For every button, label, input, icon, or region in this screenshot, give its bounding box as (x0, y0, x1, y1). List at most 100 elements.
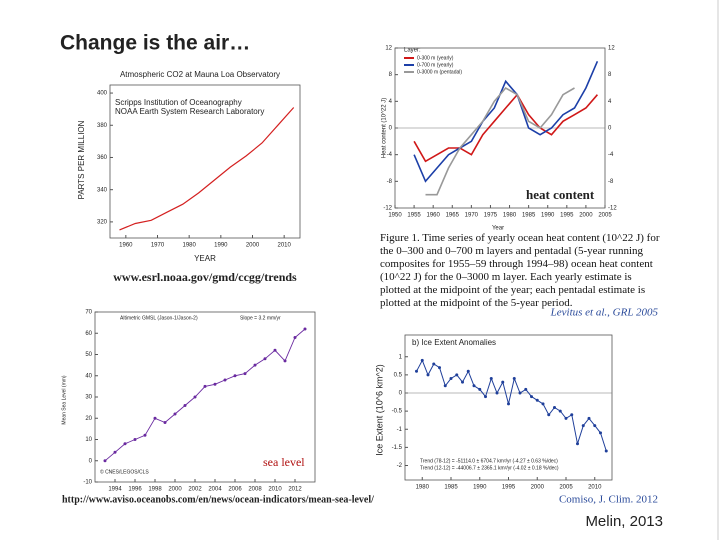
data-point (478, 387, 482, 391)
data-point (233, 374, 237, 378)
y-tick-label: -10 (83, 480, 92, 486)
x-tick-label: 1970 (151, 243, 165, 249)
y-tick-label: 40 (85, 373, 92, 379)
data-point (495, 391, 499, 395)
x-tick-label: 1960 (427, 213, 441, 219)
x-tick-label: 1960 (119, 243, 133, 249)
data-point (263, 357, 267, 361)
data-point (570, 413, 574, 417)
y-tick-label: 0 (399, 391, 403, 397)
x-axis-label: Year (492, 226, 504, 232)
data-point (472, 384, 476, 388)
annotation: sea level (263, 455, 305, 469)
citation: Comiso, J. Clim. 2012 (559, 494, 658, 506)
data-point (449, 377, 453, 380)
y-tick-label: 360 (97, 155, 108, 161)
data-point (293, 336, 297, 339)
x-tick-label: 1955 (407, 213, 421, 219)
data-point (113, 450, 117, 454)
y-tick-label: -8 (608, 179, 614, 185)
note: Trend (78-12) = -51114.0 ± 6704.7 km²/yr… (420, 458, 558, 464)
subtitle: Slope = 3.2 mm/yr (240, 315, 281, 321)
x-tick-label: 1950 (388, 213, 402, 219)
x-tick-label: 2008 (248, 487, 262, 493)
x-tick-label: 2010 (588, 485, 602, 491)
x-tick-label: 1965 (446, 213, 460, 219)
y-tick-label: -4 (608, 152, 614, 158)
y-axis-label: Mean Sea Level (mm) (61, 375, 67, 425)
data-point (604, 449, 608, 453)
y-tick-label: 8 (389, 72, 393, 78)
y-tick-label: 4 (608, 99, 612, 105)
x-tick-label: 2006 (228, 487, 242, 493)
data-point (512, 377, 516, 380)
y-tick-label: 0 (389, 126, 393, 132)
x-tick-label: 1975 (484, 213, 498, 219)
x-tick-label: 1998 (148, 487, 162, 493)
data-point (501, 380, 505, 384)
data-point (553, 406, 556, 409)
y-tick-label: -8 (387, 179, 393, 185)
y-tick-label: 0.5 (394, 372, 403, 378)
legend-title: Layer: (404, 48, 421, 54)
x-tick-label: 2000 (531, 485, 545, 491)
data-point (489, 377, 493, 380)
subtitle: NOAA Earth System Research Laboratory (115, 107, 264, 116)
x-axis-label: YEAR (194, 254, 216, 263)
note: Trend (12-12) = -44006.7 ± 2365.1 km²/yr… (420, 465, 559, 471)
x-tick-label: 2005 (559, 485, 573, 491)
data-point (303, 327, 307, 331)
x-tick-label: 1985 (522, 213, 536, 219)
data-point (273, 348, 277, 352)
y-tick-label: 4 (389, 99, 393, 105)
y-tick-label: -12 (608, 206, 617, 212)
data-point (183, 404, 187, 407)
slide-title: Change is the air… (60, 32, 250, 55)
x-tick-label: 2004 (208, 487, 222, 493)
y-tick-label: 0 (608, 126, 612, 132)
y-tick-label: 8 (608, 72, 612, 78)
data-point (143, 433, 147, 437)
data-point (581, 424, 585, 428)
y-tick-label: -1.5 (392, 445, 403, 451)
plot-frame (109, 84, 301, 239)
y-tick-label: -12 (383, 206, 392, 212)
data-point (432, 362, 436, 366)
x-tick-label: 2000 (168, 487, 182, 493)
y-tick-label: 400 (97, 91, 108, 97)
x-tick-label: 1990 (541, 213, 555, 219)
data-point (123, 442, 127, 446)
data-point (415, 369, 418, 373)
y-tick-label: -1 (397, 427, 403, 433)
x-tick-label: 2005 (598, 213, 612, 219)
y-tick-label: 12 (608, 46, 615, 52)
x-tick-label: 1970 (465, 213, 479, 219)
x-tick-label: 2000 (246, 243, 260, 249)
data-point (535, 398, 539, 402)
series-line (413, 93, 599, 163)
data-point (153, 416, 157, 420)
chart-title: Atmospheric CO2 at Mauna Loa Observatory (120, 70, 280, 79)
data-point (461, 380, 464, 384)
x-tick-label: 1985 (444, 485, 458, 491)
data-point (443, 384, 447, 388)
caption: Figure 1. Time series of yearly ocean he… (380, 232, 660, 309)
data-point (587, 416, 591, 420)
x-tick-label: 1980 (182, 243, 196, 249)
x-tick-label: 1990 (473, 485, 487, 491)
data-point (203, 384, 207, 388)
y-tick-label: -0.5 (392, 409, 403, 415)
x-tick-label: 1996 (128, 487, 142, 493)
source: http://www.aviso.oceanobs.com/en/news/oc… (62, 494, 374, 505)
data-point (564, 416, 568, 420)
x-tick-label: 1980 (503, 213, 517, 219)
data-point (547, 413, 551, 417)
data-point (466, 369, 470, 373)
source: www.esrl.noaa.gov/gmd/ccgg/trends (113, 270, 297, 284)
series-line (416, 359, 607, 452)
data-point (599, 431, 602, 435)
caption-box: Figure 1. Time series of yearly ocean he… (380, 232, 660, 309)
y-tick-label: 340 (97, 187, 108, 193)
